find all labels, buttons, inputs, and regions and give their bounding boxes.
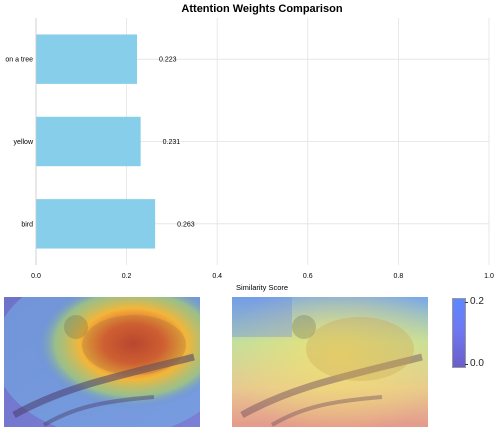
bar-bird [36, 199, 156, 249]
attention-heatmap-bird [4, 297, 200, 427]
y-axis-categories: bird yellow on a tree [5, 57, 34, 229]
colorbar: 0.2 0.0 [452, 296, 500, 370]
category-label: yellow [14, 139, 34, 146]
chart-title: Attention Weights Comparison [181, 3, 342, 15]
data-label: 0.223 [159, 57, 177, 64]
bar-yellow [36, 116, 141, 167]
colorbar-max-label: 0.2 [470, 296, 484, 307]
data-label: 0.263 [177, 221, 195, 228]
bar-series: 0.263 0.231 0.223 [36, 34, 195, 249]
x-tick-label: 1.0 [484, 273, 494, 280]
colorbar-gradient [452, 298, 466, 368]
x-tick-label: 0.4 [212, 273, 222, 280]
bar-on-a-tree [36, 34, 138, 84]
x-tick-label: 0.2 [122, 273, 132, 280]
x-axis-ticks: 0.0 0.2 0.4 0.6 0.8 1.0 [31, 273, 494, 280]
attention-heatmap-scene [232, 297, 428, 427]
x-axis-label: Similarity Score [236, 283, 288, 292]
colorbar-tick-min [465, 364, 468, 365]
bar-chart: Attention Weights Comparison 0.2630.2310… [5, 3, 494, 292]
colorbar-min-label: 0.0 [470, 358, 484, 369]
category-label: bird [21, 221, 33, 228]
data-label: 0.231 [163, 139, 181, 146]
x-tick-label: 0.0 [31, 273, 41, 280]
x-tick-label: 0.8 [394, 273, 404, 280]
category-label: on a tree [5, 57, 33, 64]
colorbar-tick-max [465, 302, 468, 303]
x-tick-label: 0.6 [303, 273, 313, 280]
